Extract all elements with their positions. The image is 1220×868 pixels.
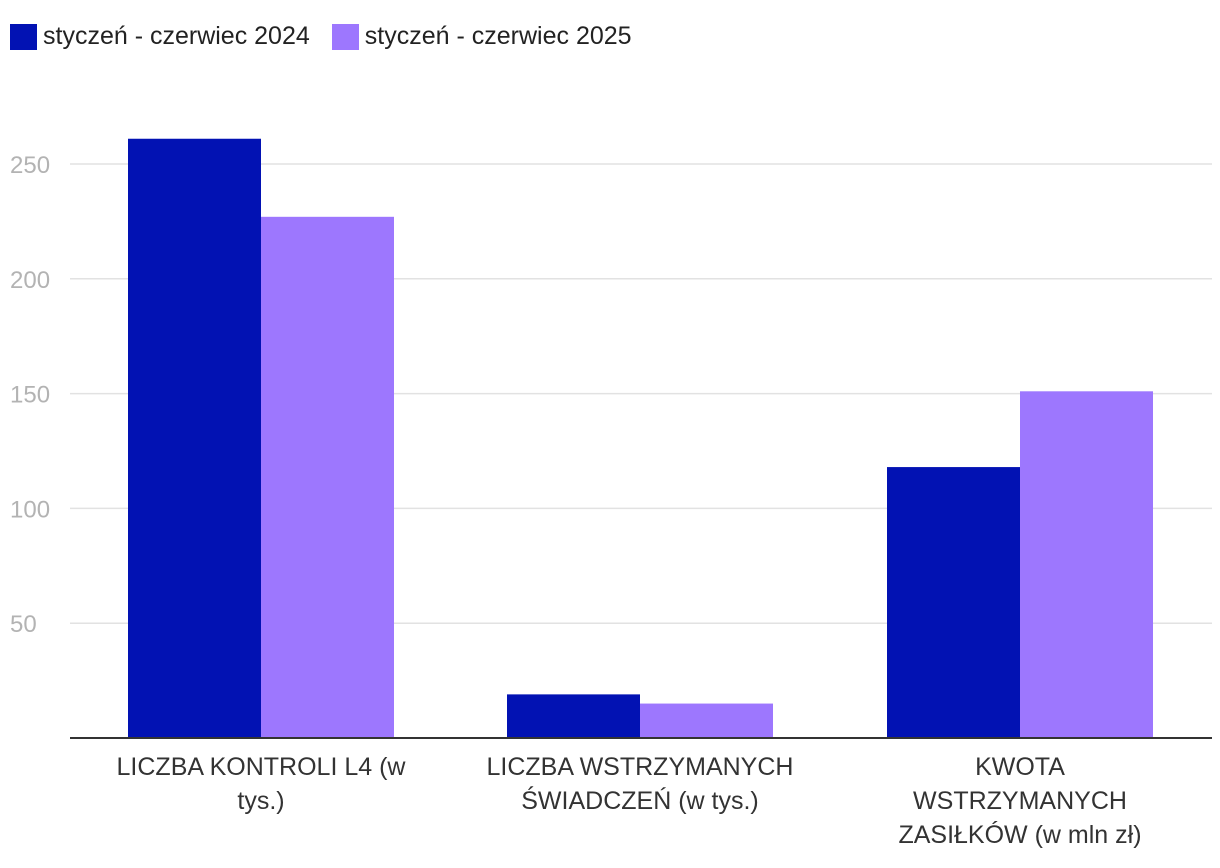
bar-2025-1[interactable]: [640, 703, 773, 738]
bar-2025-2[interactable]: [1020, 391, 1153, 738]
legend-item-2025[interactable]: styczeń - czerwiec 2025: [331, 22, 632, 51]
legend-swatch-2024: [10, 23, 37, 50]
bar-2024-1[interactable]: [507, 694, 640, 738]
legend-label-2024: styczeń - czerwiec 2024: [43, 22, 310, 50]
bar-2025-0[interactable]: [261, 216, 394, 739]
legend-item-2024[interactable]: styczeń - czerwiec 2024: [10, 22, 310, 51]
y-tick-label: 100: [10, 496, 50, 523]
y-tick-label: 250: [10, 152, 50, 179]
legend-swatch-2025: [331, 23, 359, 50]
y-tick-label: 200: [10, 267, 50, 294]
x-tick-label: KWOTA WSTRZYMANYCH ZASIŁKÓW (w mln zł): [898, 753, 1142, 849]
x-tick-label: LICZBA WSTRZYMANYCH ŚWIADCZEŃ (w tys.): [486, 753, 794, 815]
bar-2024-2[interactable]: [887, 467, 1020, 738]
y-tick-label: 50: [10, 611, 37, 638]
legend: styczeń - czerwiec 2024 styczeń - czerwi…: [10, 22, 654, 51]
x-tick-label: LICZBA KONTROLI L4 (w tys.): [116, 753, 406, 815]
legend-label-2025: styczeń - czerwiec 2025: [364, 22, 632, 50]
bar-2024-0[interactable]: [128, 138, 261, 738]
y-tick-label: 150: [10, 382, 50, 409]
